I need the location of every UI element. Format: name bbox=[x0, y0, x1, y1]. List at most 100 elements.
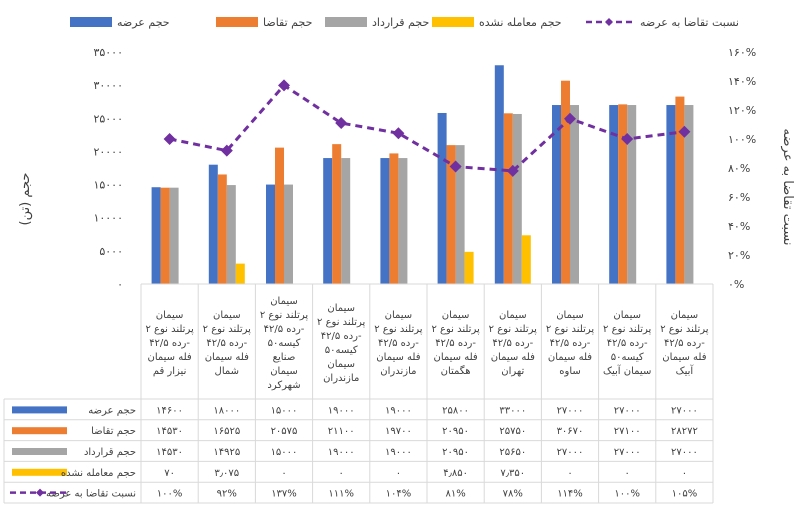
table-cell: ۲۱۱۰۰ bbox=[328, 426, 355, 437]
table-key-marker-4 bbox=[36, 488, 44, 497]
bar bbox=[266, 184, 275, 284]
category-label: فله سیمان bbox=[147, 352, 191, 363]
category-label: ساوه bbox=[559, 366, 581, 377]
bar bbox=[160, 187, 170, 284]
table-cell: ۳۰۶۷۰ bbox=[557, 426, 584, 437]
bar bbox=[235, 263, 245, 284]
category-label: رده ۴۲/۵- bbox=[206, 338, 247, 349]
table-cell: ۱۰۴% bbox=[386, 489, 412, 500]
bar bbox=[332, 144, 342, 284]
table-cell: ۹۲% bbox=[217, 489, 237, 500]
ratio-line bbox=[169, 83, 685, 173]
table-cell: ۱۳۷% bbox=[271, 489, 297, 500]
table-cell: ۲۰۵۷۵ bbox=[271, 426, 298, 437]
table-cell: ۱۸۰۰۰ bbox=[213, 405, 240, 416]
y-tick-label: ۲۵۰۰۰ bbox=[93, 112, 123, 125]
category-label: فله سیمان bbox=[376, 352, 420, 363]
category-label: سیمان bbox=[327, 359, 355, 370]
table-cell: ۱۴۹۲۵ bbox=[213, 447, 240, 458]
ratio-point bbox=[564, 112, 576, 125]
table-cell: ۱۴۵۳۰ bbox=[156, 426, 183, 437]
category-label: پرتلند نوع ۲ bbox=[203, 324, 252, 335]
table-series-name-4: نسبت تقاضا به عرضه bbox=[46, 489, 136, 500]
bar bbox=[552, 105, 561, 285]
legend-marker-4 bbox=[605, 18, 613, 26]
category-label: فله سیمان bbox=[662, 352, 706, 363]
category-label: پرتلند نوع ۲ bbox=[546, 324, 595, 335]
bar bbox=[446, 145, 456, 284]
table-cell: ۱۹۰۰۰ bbox=[385, 405, 412, 416]
table-cell: ۲۷۰۰۰ bbox=[671, 447, 698, 458]
category-label: پرتلند نوع ۲ bbox=[260, 310, 309, 321]
y2-tick-label: ۱۴۰% bbox=[728, 75, 756, 88]
table-cell: ۰ bbox=[396, 468, 401, 479]
category-label: پرتلند نوع ۲ bbox=[374, 324, 423, 335]
category-label: رده ۴۲/۵- bbox=[321, 331, 362, 342]
bar bbox=[151, 187, 161, 284]
bar bbox=[217, 174, 227, 284]
data-table: سیمان پرتلند نوع ۲ رده ۴۲/۵- فله سیمان نیزار… bbox=[3, 284, 714, 504]
table-cell: ۱۴۶۰۰ bbox=[156, 405, 183, 416]
category-label: رده ۴۲/۵- bbox=[550, 338, 591, 349]
category-label: شهرکرد bbox=[267, 380, 300, 391]
bar bbox=[627, 105, 637, 285]
category-label: صنایع bbox=[273, 352, 296, 363]
legend-swatch-2 bbox=[325, 17, 367, 27]
table-cell: ۱۵۰۰۰ bbox=[271, 405, 298, 416]
bar bbox=[666, 105, 676, 285]
bar bbox=[561, 80, 570, 284]
table-cell: ۰ bbox=[682, 468, 687, 479]
table-cell: ۱۹۰۰۰ bbox=[385, 447, 412, 458]
legend-label-1: حجم تقاضا bbox=[263, 16, 312, 29]
category-label: سیمان bbox=[499, 310, 527, 321]
y-tick-label: ۳۵۰۰۰ bbox=[93, 46, 123, 59]
category-label: سیمان bbox=[213, 310, 241, 321]
bar bbox=[618, 104, 628, 284]
y-axis: ۰ ۵۰۰۰ ۱۰۰۰۰ ۱۵۰۰۰ ۲۰۰۰۰ ۲۵۰۰۰ ۳۰۰۰۰ ۳۵۰۰۰ bbox=[93, 46, 123, 291]
table-cell: ۲۸۲۷۲ bbox=[671, 426, 698, 437]
category-label: سیمان bbox=[156, 310, 184, 321]
category-label: پرتلند نوع ۲ bbox=[603, 324, 652, 335]
bar bbox=[521, 235, 531, 284]
bar bbox=[398, 158, 408, 284]
table-cell: ۲۰۹۵۰ bbox=[442, 447, 469, 458]
category-label: رده ۴۲/۵- bbox=[435, 338, 476, 349]
legend-label-2: حجم قرارداد bbox=[372, 16, 429, 29]
table-series-name-3: حجم معامله نشده bbox=[61, 468, 136, 479]
bar bbox=[208, 164, 218, 284]
category-label: مازندران bbox=[380, 366, 416, 377]
y-tick-label: ۵۰۰۰ bbox=[99, 245, 123, 258]
table-series-name-1: حجم تقاضا bbox=[91, 426, 136, 437]
table-cell: ۳٫۰۷۵ bbox=[214, 468, 239, 479]
category-label: پرتلند نوع ۲ bbox=[431, 324, 480, 335]
table-series-name-0: حجم عرضه bbox=[88, 405, 136, 416]
table-cell: ۷۸% bbox=[503, 489, 523, 500]
table-cell: ۷٫۳۵۰ bbox=[500, 468, 525, 479]
category-label: سیمان bbox=[442, 310, 470, 321]
ratio-point bbox=[449, 160, 462, 173]
table-cell: ۲۷۰۰۰ bbox=[614, 405, 641, 416]
category-label: رده ۴۲/۵- bbox=[149, 338, 190, 349]
category-label: پرتلند نوع ۲ bbox=[489, 324, 538, 335]
table-cell: ۱۰۵% bbox=[672, 489, 698, 500]
bar bbox=[341, 158, 351, 284]
ratio-point bbox=[335, 117, 348, 130]
bar bbox=[503, 113, 513, 284]
category-label: سیمان bbox=[327, 303, 355, 314]
category-label: سیمان bbox=[270, 296, 298, 307]
y-tick-label: ۲۰۰۰۰ bbox=[93, 145, 123, 158]
y2-tick-label: ۴۰% bbox=[728, 220, 750, 233]
table-cell: ۱۵۰۰۰ bbox=[271, 447, 298, 458]
y-tick-label: ۱۵۰۰۰ bbox=[93, 179, 123, 192]
table-cell: ۱۱۴% bbox=[557, 489, 583, 500]
bar bbox=[684, 105, 694, 285]
table-cell: ۲۵۷۵۰ bbox=[499, 426, 526, 437]
bar bbox=[275, 147, 284, 284]
category-label: سیمان bbox=[270, 366, 298, 377]
category-label: کیسه۵۰ bbox=[268, 338, 301, 349]
bar bbox=[284, 184, 293, 284]
category-label: هگمتان bbox=[441, 365, 471, 377]
table-cell: ۱۴۵۳۰ bbox=[156, 447, 183, 458]
ratio-point bbox=[621, 133, 634, 145]
table-series-name-2: حجم قرارداد bbox=[84, 447, 136, 458]
